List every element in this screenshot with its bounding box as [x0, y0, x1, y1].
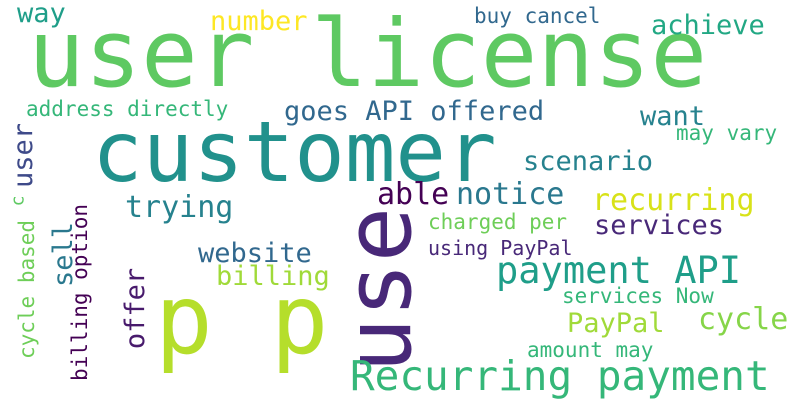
- word-goes-api-offered: goes API offered: [284, 96, 545, 127]
- word-paypal: PayPal: [567, 308, 665, 339]
- word-offer: offer: [120, 267, 152, 350]
- word-using-paypal: using PayPal: [428, 236, 573, 260]
- word-notice: notice: [456, 177, 565, 212]
- word-billing-option: billing option: [68, 203, 93, 382]
- word-want: want: [640, 101, 706, 132]
- word-address-directly: address directly: [26, 97, 229, 121]
- word-payment-api: payment API: [496, 249, 742, 292]
- word-recurring: recurring: [592, 183, 755, 218]
- word-user-vertical: user: [8, 122, 40, 189]
- word-able: able: [377, 177, 450, 212]
- word-c-fragment: c: [7, 195, 29, 207]
- word-scenario: scenario: [523, 146, 654, 177]
- word-user-license: user license: [28, 0, 708, 109]
- word-achieve: achieve: [651, 10, 765, 41]
- word-trying: trying: [125, 190, 234, 225]
- word-charged-per: charged per: [428, 210, 568, 234]
- word-cycle: cycle: [698, 302, 789, 337]
- word-services-now: services Now: [562, 284, 714, 308]
- word-cycle-based: cycle based: [15, 219, 40, 360]
- word-services: services: [594, 210, 725, 241]
- word-customer: customer: [92, 103, 497, 201]
- word-p-p: p p: [155, 264, 329, 376]
- word-may-vary: may vary: [676, 121, 778, 145]
- word-recurring-payment: Recurring payment: [350, 352, 770, 400]
- word-website: website: [198, 238, 312, 269]
- word-use: use: [325, 206, 433, 374]
- word-billing: billing: [216, 261, 330, 292]
- word-amount-may: amount may: [527, 338, 654, 362]
- word-buy-cancel: buy cancel: [474, 4, 601, 28]
- word-way: way: [17, 0, 66, 29]
- word-number: number: [210, 6, 308, 37]
